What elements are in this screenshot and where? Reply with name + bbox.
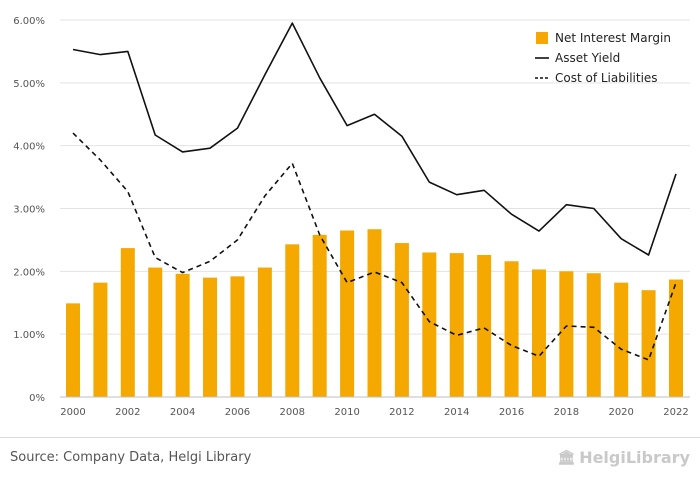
bar <box>285 244 300 397</box>
x-tick-label: 2006 <box>225 407 250 418</box>
x-tick-label: 2008 <box>280 407 305 418</box>
bar <box>394 243 409 397</box>
bar <box>641 290 656 397</box>
bar <box>203 277 218 397</box>
bar <box>340 230 355 397</box>
x-tick-label: 2016 <box>499 407 524 418</box>
footer-divider <box>0 437 700 438</box>
y-tick-label: 3.00% <box>13 205 45 216</box>
bar <box>422 252 437 397</box>
bar <box>312 234 327 397</box>
bar <box>559 271 574 397</box>
x-tick-label: 2018 <box>554 407 579 418</box>
y-axis: 0% 1.00% 2.00% 3.00% 4.00% 5.00% 6.00% <box>13 16 45 404</box>
x-axis: 2000 2002 2004 2006 2008 2010 2012 2014 2016 2018… <box>60 396 690 418</box>
y-tick-label: 4.00% <box>13 142 45 153</box>
legend-label: Cost of Liabilities <box>555 71 658 85</box>
bar <box>257 267 272 397</box>
x-tick-label: 2004 <box>170 407 195 418</box>
bar <box>93 282 108 397</box>
legend-swatch <box>536 32 548 44</box>
x-tick-label: 2014 <box>444 407 469 418</box>
line-series <box>72 22 677 361</box>
x-tick-label: 2000 <box>60 407 85 418</box>
bar <box>614 282 629 397</box>
x-tick-label: 2002 <box>115 407 140 418</box>
bar <box>230 276 245 397</box>
library-icon: 🏛 <box>557 449 576 466</box>
bar <box>449 253 464 397</box>
y-tick-label: 6.00% <box>13 16 45 27</box>
bar <box>175 273 190 397</box>
x-tick-label: 2010 <box>334 407 359 418</box>
cost-of-liabilities-line <box>72 132 677 361</box>
bar <box>367 229 382 397</box>
bar <box>66 303 80 397</box>
legend: Net Interest Margin Asset Yield Cost of Li… <box>535 31 671 85</box>
bar <box>531 269 546 397</box>
x-tick-label: 2022 <box>663 407 688 418</box>
asset-yield-line <box>72 22 677 256</box>
source-note: Source: Company Data, Helgi Library <box>10 450 252 465</box>
bar <box>586 273 601 397</box>
y-tick-label: 1.00% <box>13 330 45 341</box>
bar-series <box>66 229 683 397</box>
y-tick-label: 0% <box>29 393 45 404</box>
bar <box>669 279 683 397</box>
bar <box>477 254 492 397</box>
legend-label: Asset Yield <box>555 51 620 65</box>
bar <box>504 261 519 397</box>
bar <box>148 267 163 397</box>
y-tick-label: 2.00% <box>13 267 45 278</box>
brand-text: HelgiLibrary <box>579 448 690 467</box>
y-tick-label: 5.00% <box>13 79 45 90</box>
brand-logo[interactable]: 🏛 HelgiLibrary <box>557 448 690 467</box>
chart: 0%1.00%2.00%3.00%4.00%5.00%6.00% 2000 200… <box>13 16 690 418</box>
x-tick-label: 2020 <box>608 407 633 418</box>
x-tick-label: 2012 <box>389 407 414 418</box>
bar <box>120 248 135 397</box>
legend-label: Net Interest Margin <box>555 31 671 45</box>
